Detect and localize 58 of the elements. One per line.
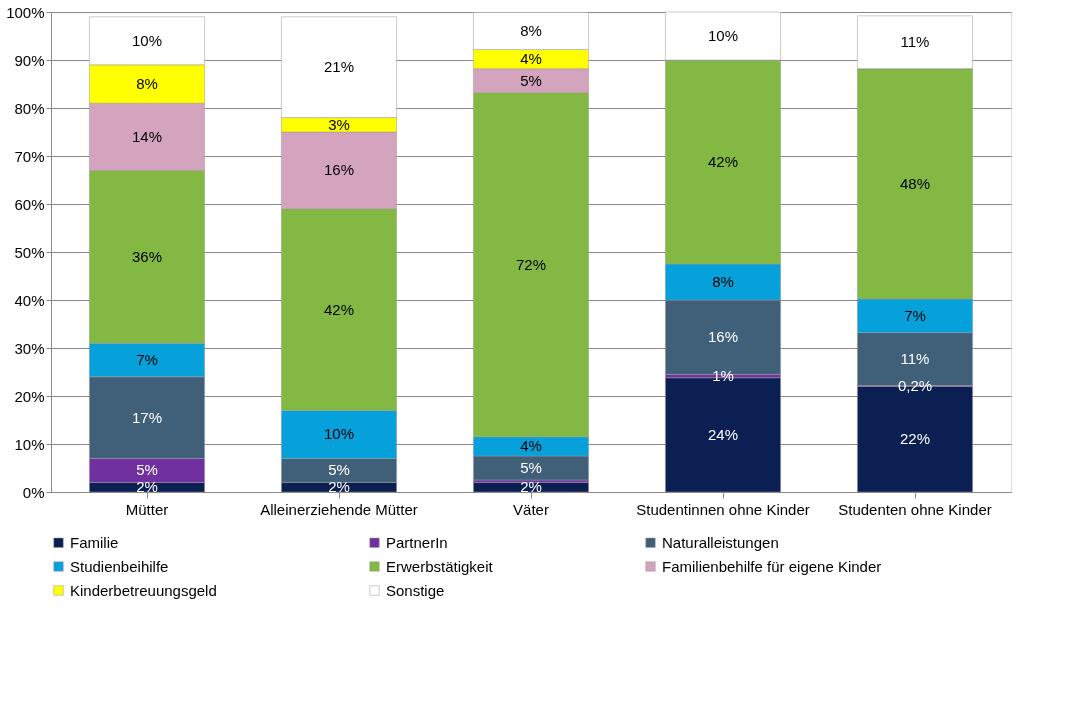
data-label: 16% <box>323 161 355 179</box>
data-label: 5% <box>328 461 350 479</box>
data-label: 2% <box>520 478 542 496</box>
data-label: 42% <box>323 300 355 318</box>
x-tick-label: Alleinerziehende Mütter <box>260 500 418 518</box>
y-tick-label: 0% <box>22 483 45 501</box>
data-label: 5% <box>520 459 542 476</box>
y-tick-label: 90% <box>14 51 45 69</box>
data-label: 0,2% <box>897 376 933 394</box>
data-label: 72% <box>515 255 547 273</box>
data-label: 8% <box>136 75 158 92</box>
data-label: 7% <box>136 351 158 368</box>
legend-label: Familie <box>70 533 119 551</box>
data-label: 10% <box>131 31 163 49</box>
data-label: 4% <box>520 50 542 68</box>
data-label: 10% <box>323 425 355 443</box>
data-label: 8% <box>712 273 734 290</box>
y-tick-label: 100% <box>6 3 45 21</box>
x-tick-label: Mütter <box>125 500 169 518</box>
y-tick-label: 20% <box>14 387 45 405</box>
data-label: 14% <box>131 127 163 145</box>
data-label: 3% <box>328 115 350 133</box>
y-tick-label: 70% <box>14 147 45 165</box>
data-label: 2% <box>328 478 350 496</box>
legend-label: Erwerbstätigkeit <box>386 557 494 575</box>
data-label: 4% <box>520 437 542 455</box>
data-label: 2% <box>136 478 158 496</box>
y-tick-label: 40% <box>14 291 45 309</box>
data-label: 24% <box>707 425 739 443</box>
legend-label: Studienbeihilfe <box>70 557 169 575</box>
data-label: 7% <box>904 306 926 324</box>
legend-label: Familienbehilfe für eigene Kinder <box>662 557 882 575</box>
y-tick-label: 10% <box>14 435 45 453</box>
data-label: 5% <box>136 461 158 479</box>
y-tick-label: 80% <box>14 99 45 117</box>
x-tick-label: Väter <box>513 500 549 518</box>
legend-label: Naturalleistungen <box>662 533 779 551</box>
data-label: 22% <box>899 430 931 448</box>
x-tick-label: Studentinnen ohne Kinder <box>636 500 810 518</box>
data-label: 16% <box>707 328 739 346</box>
data-label: 11% <box>900 33 930 51</box>
data-label: 11% <box>900 350 930 368</box>
data-label: 1% <box>712 367 734 385</box>
x-tick-label: Studenten ohne Kinder <box>838 500 992 518</box>
legend-label: Sonstige <box>386 581 445 599</box>
y-tick-label: 60% <box>14 195 45 213</box>
data-label: 17% <box>131 408 163 426</box>
y-tick-label: 30% <box>14 339 45 357</box>
legend-label: Kinderbetreuungsgeld <box>70 581 217 599</box>
legend-label: PartnerIn <box>386 533 448 551</box>
data-label: 48% <box>899 174 931 192</box>
y-tick-label: 50% <box>14 243 45 261</box>
data-label: 21% <box>323 58 355 76</box>
data-label: 42% <box>707 153 739 170</box>
data-label: 5% <box>520 71 542 89</box>
data-label: 10% <box>707 27 739 44</box>
data-label: 36% <box>131 247 163 265</box>
data-label: 8% <box>520 21 542 39</box>
